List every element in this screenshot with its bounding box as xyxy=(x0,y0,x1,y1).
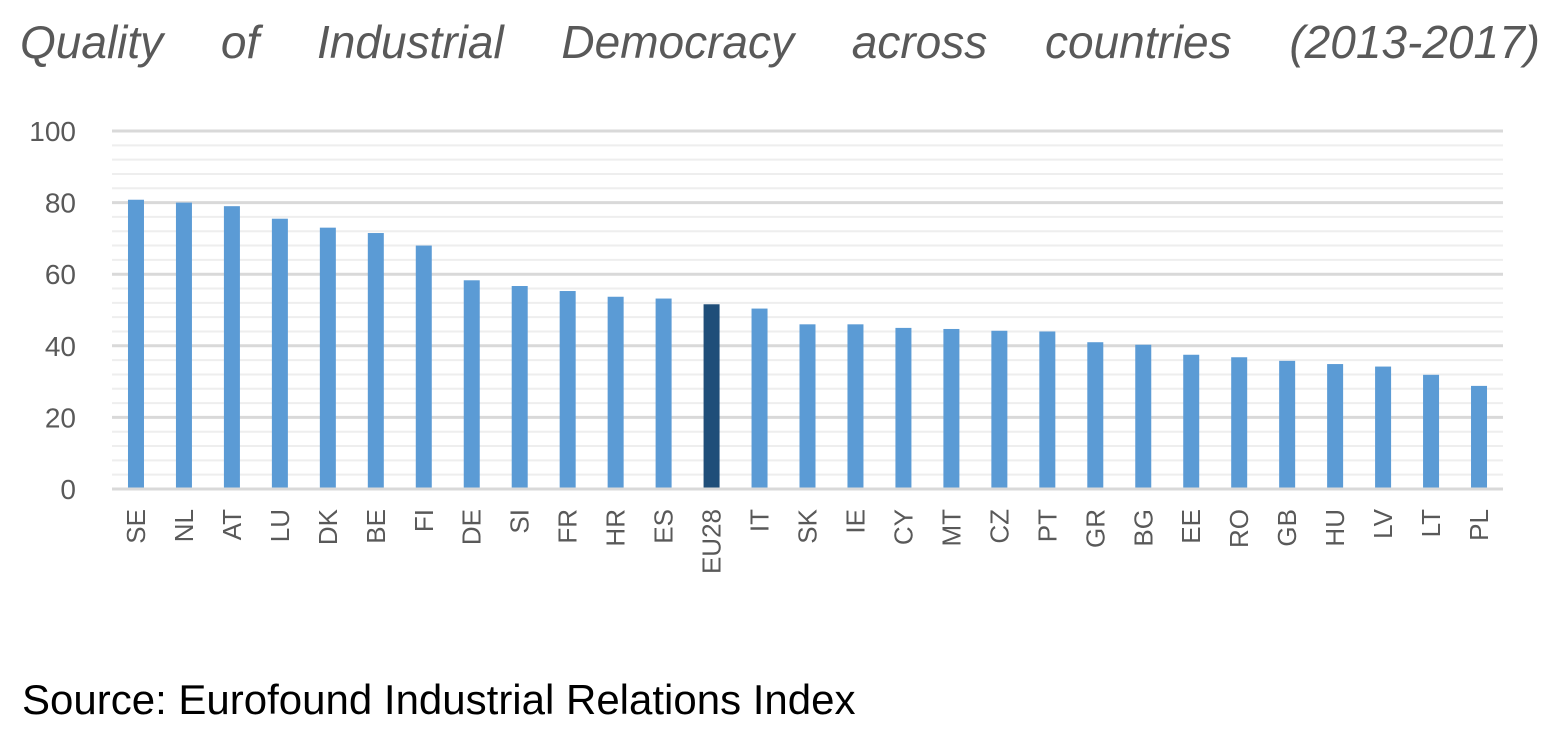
x-tick-label-hu: HU xyxy=(1320,509,1350,547)
bar-at xyxy=(223,206,240,489)
y-tick-label: 80 xyxy=(45,188,76,219)
x-tick-label-lv: LV xyxy=(1368,508,1398,539)
y-tick-label: 60 xyxy=(45,259,76,290)
bar-ie xyxy=(847,324,864,489)
x-tick-label-ee: EE xyxy=(1176,509,1206,544)
x-tick-label-lt: LT xyxy=(1416,509,1446,538)
bar-gb xyxy=(1279,360,1296,489)
x-tick-label-gb: GB xyxy=(1272,509,1302,547)
bar-fi xyxy=(415,245,432,489)
y-tick-label: 40 xyxy=(45,331,76,362)
source-note: Source: Eurofound Industrial Relations I… xyxy=(22,676,856,723)
bar-pl xyxy=(1471,385,1488,489)
bar-hu xyxy=(1327,364,1344,489)
bar-nl xyxy=(175,202,192,489)
bar-lt xyxy=(1423,374,1440,489)
x-tick-label-cy: CY xyxy=(888,509,918,545)
bar-mt xyxy=(943,328,960,489)
x-tick-label-bg: BG xyxy=(1128,509,1158,547)
bar-lu xyxy=(271,218,288,489)
bar-de xyxy=(463,280,480,489)
bar-cz xyxy=(991,330,1008,489)
x-tick-label-eu28: EU28 xyxy=(697,509,727,574)
x-tick-label-cz: CZ xyxy=(984,509,1014,544)
x-tick-label-pl: PL xyxy=(1464,509,1494,541)
bar-cy xyxy=(895,327,912,489)
gridlines xyxy=(112,129,1503,476)
x-axis-labels: SE NL AT LU DK BE FI DE SI FR HR ES EU28 IT SK IE CY MT CZ… xyxy=(121,508,1494,574)
x-tick-label-sk: SK xyxy=(793,508,823,543)
chart-title: Quality of Industrial Democracy across c… xyxy=(20,16,1540,68)
bar-se xyxy=(127,199,144,489)
x-tick-label-hr: HR xyxy=(601,509,631,547)
x-tick-label-nl: NL xyxy=(169,509,199,542)
bar-bg xyxy=(1135,344,1152,489)
x-tick-label-ro: RO xyxy=(1224,509,1254,548)
x-tick-label-fi: FI xyxy=(409,509,439,532)
bar-ro xyxy=(1231,357,1248,489)
x-tick-label-it: IT xyxy=(745,509,775,532)
bar-es xyxy=(655,298,672,489)
y-tick-label: 100 xyxy=(29,116,76,147)
x-tick-label-es: ES xyxy=(649,509,679,544)
bar-be xyxy=(367,233,384,489)
bar-dk xyxy=(319,227,336,489)
bar-gr xyxy=(1087,342,1104,489)
bar-it xyxy=(751,308,768,489)
x-tick-label-ie: IE xyxy=(840,509,870,534)
x-tick-label-pt: PT xyxy=(1032,509,1062,542)
bars xyxy=(127,199,1488,489)
bar-eu28 xyxy=(703,304,720,489)
y-axis-ticks: 0 20 40 60 80 100 xyxy=(29,116,76,505)
bar-hr xyxy=(607,296,624,489)
x-tick-label-be: BE xyxy=(361,509,391,544)
bar-pt xyxy=(1039,331,1056,489)
x-tick-label-gr: GR xyxy=(1080,509,1110,548)
bar-si xyxy=(511,286,528,489)
x-tick-label-at: AT xyxy=(217,509,247,540)
x-tick-label-se: SE xyxy=(121,509,151,544)
x-tick-label-lu: LU xyxy=(265,509,295,542)
bar-sk xyxy=(799,324,816,489)
x-tick-label-dk: DK xyxy=(313,508,343,545)
y-tick-label: 0 xyxy=(60,474,76,505)
bar-lv xyxy=(1375,366,1392,489)
x-tick-label-de: DE xyxy=(457,509,487,545)
x-tick-label-si: SI xyxy=(505,509,535,534)
bar-fr xyxy=(559,291,576,489)
y-tick-label: 20 xyxy=(45,402,76,433)
bar-ee xyxy=(1183,354,1200,489)
bar-chart: 0 20 40 60 80 100 SE NL AT LU DK BE FI DE SI FR HR ES EU2… xyxy=(29,116,1503,574)
x-tick-label-fr: FR xyxy=(553,509,583,544)
x-tick-label-mt: MT xyxy=(936,509,966,547)
